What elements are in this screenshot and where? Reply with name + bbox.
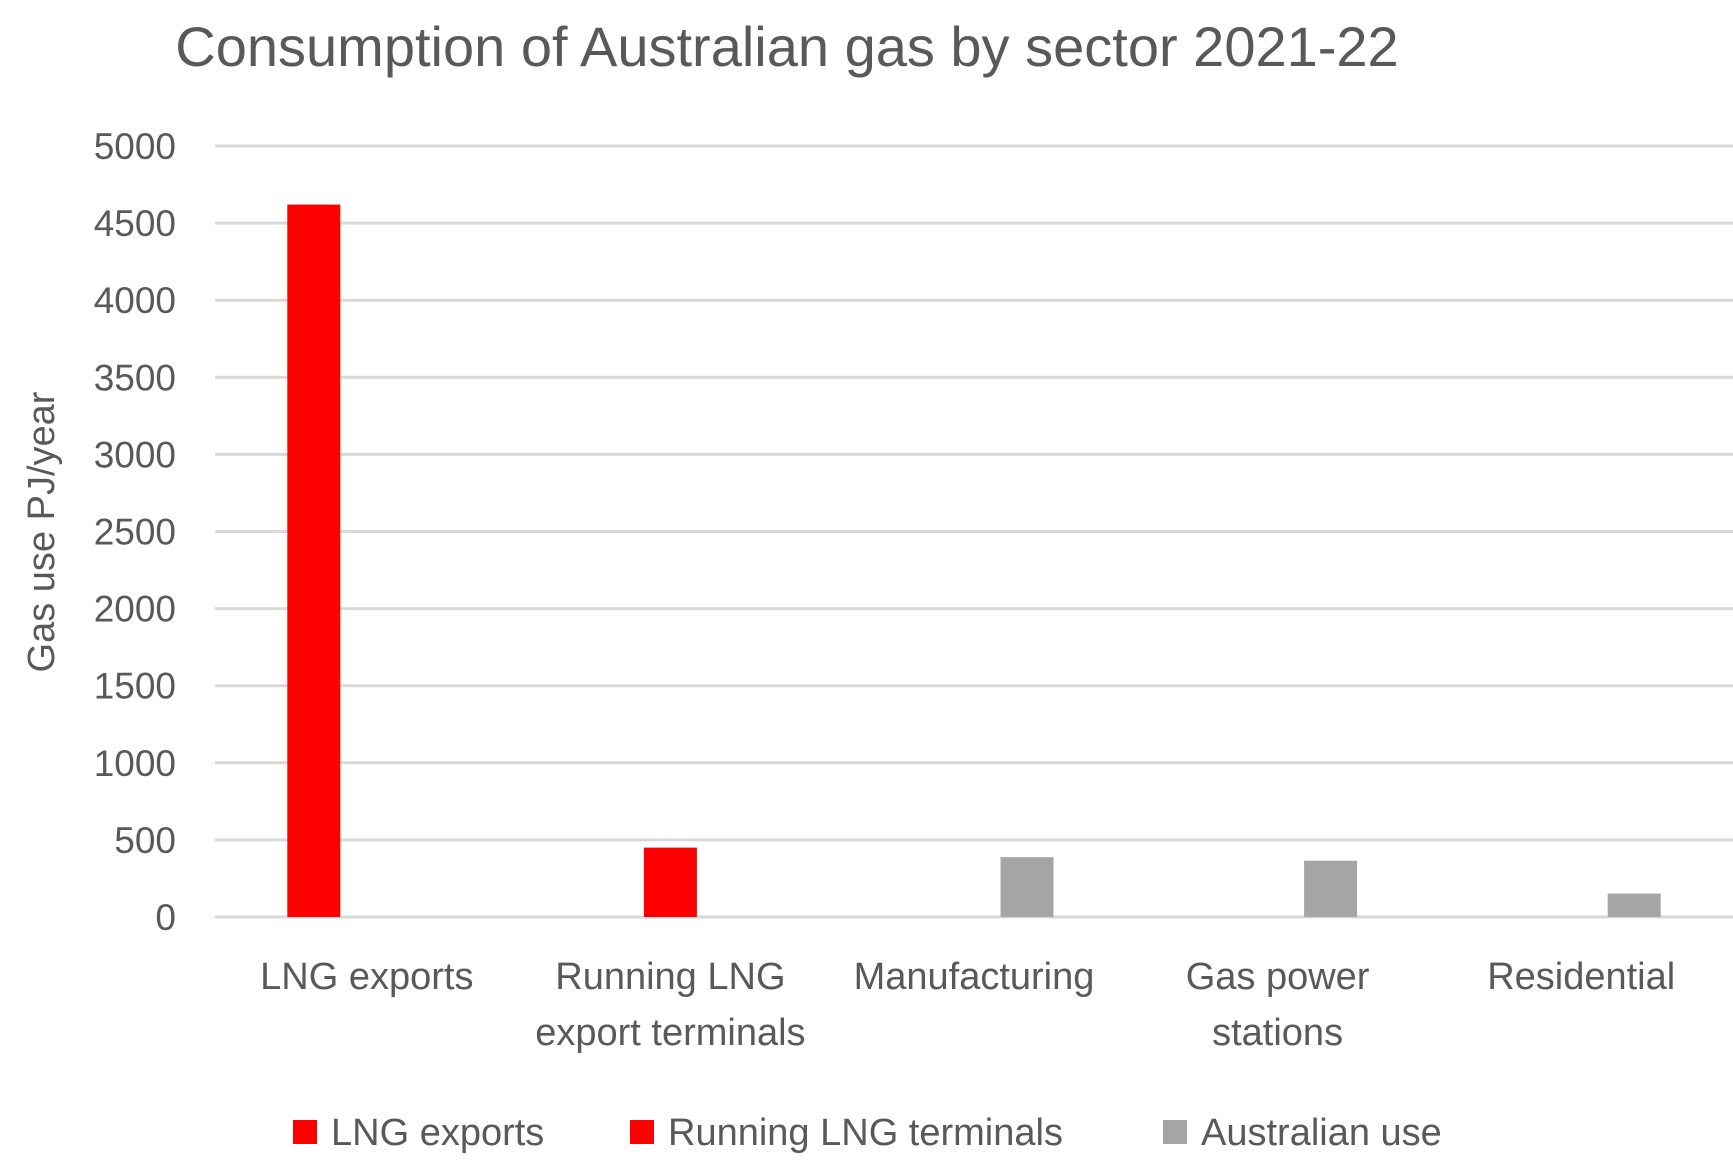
legend-label: Running LNG terminals: [668, 1112, 1063, 1154]
y-tick-label: 4000: [94, 280, 176, 321]
bar-australian-use: [1304, 860, 1358, 917]
legend-swatch: [293, 1120, 317, 1144]
x-tick-label: export terminals: [535, 1012, 805, 1054]
y-tick-label: 3000: [94, 434, 176, 475]
y-tick-label: 500: [114, 820, 176, 861]
x-tick-label: Manufacturing: [854, 956, 1095, 998]
x-tick-label: Gas power: [1186, 956, 1370, 998]
legend-label: Australian use: [1201, 1112, 1442, 1154]
x-tick-label: LNG exports: [260, 956, 473, 998]
bar-lng-exports: [287, 204, 341, 917]
y-tick-label: 2500: [94, 512, 176, 553]
y-tick-label: 5000: [94, 126, 176, 167]
x-tick-label: Running LNG: [555, 956, 785, 998]
y-tick-label: 4500: [94, 203, 176, 244]
y-tick-label: 1000: [94, 743, 176, 784]
chart-title: Consumption of Australian gas by sector …: [175, 15, 1398, 78]
y-tick-label: 1500: [94, 666, 176, 707]
y-tick-label: 3500: [94, 357, 176, 398]
legend-label: LNG exports: [331, 1112, 544, 1154]
y-tick-label: 2000: [94, 589, 176, 630]
bar-australian-use: [1607, 893, 1661, 917]
bar-australian-use: [1000, 857, 1054, 917]
x-tick-label: stations: [1212, 1012, 1343, 1054]
y-tick-label: 0: [155, 897, 176, 938]
legend-swatch: [630, 1120, 654, 1144]
bar-running-lng-terminals: [643, 847, 697, 917]
legend-swatch: [1163, 1120, 1187, 1144]
x-tick-label: Residential: [1487, 956, 1675, 998]
y-axis-label: Gas use PJ/year: [21, 391, 63, 672]
